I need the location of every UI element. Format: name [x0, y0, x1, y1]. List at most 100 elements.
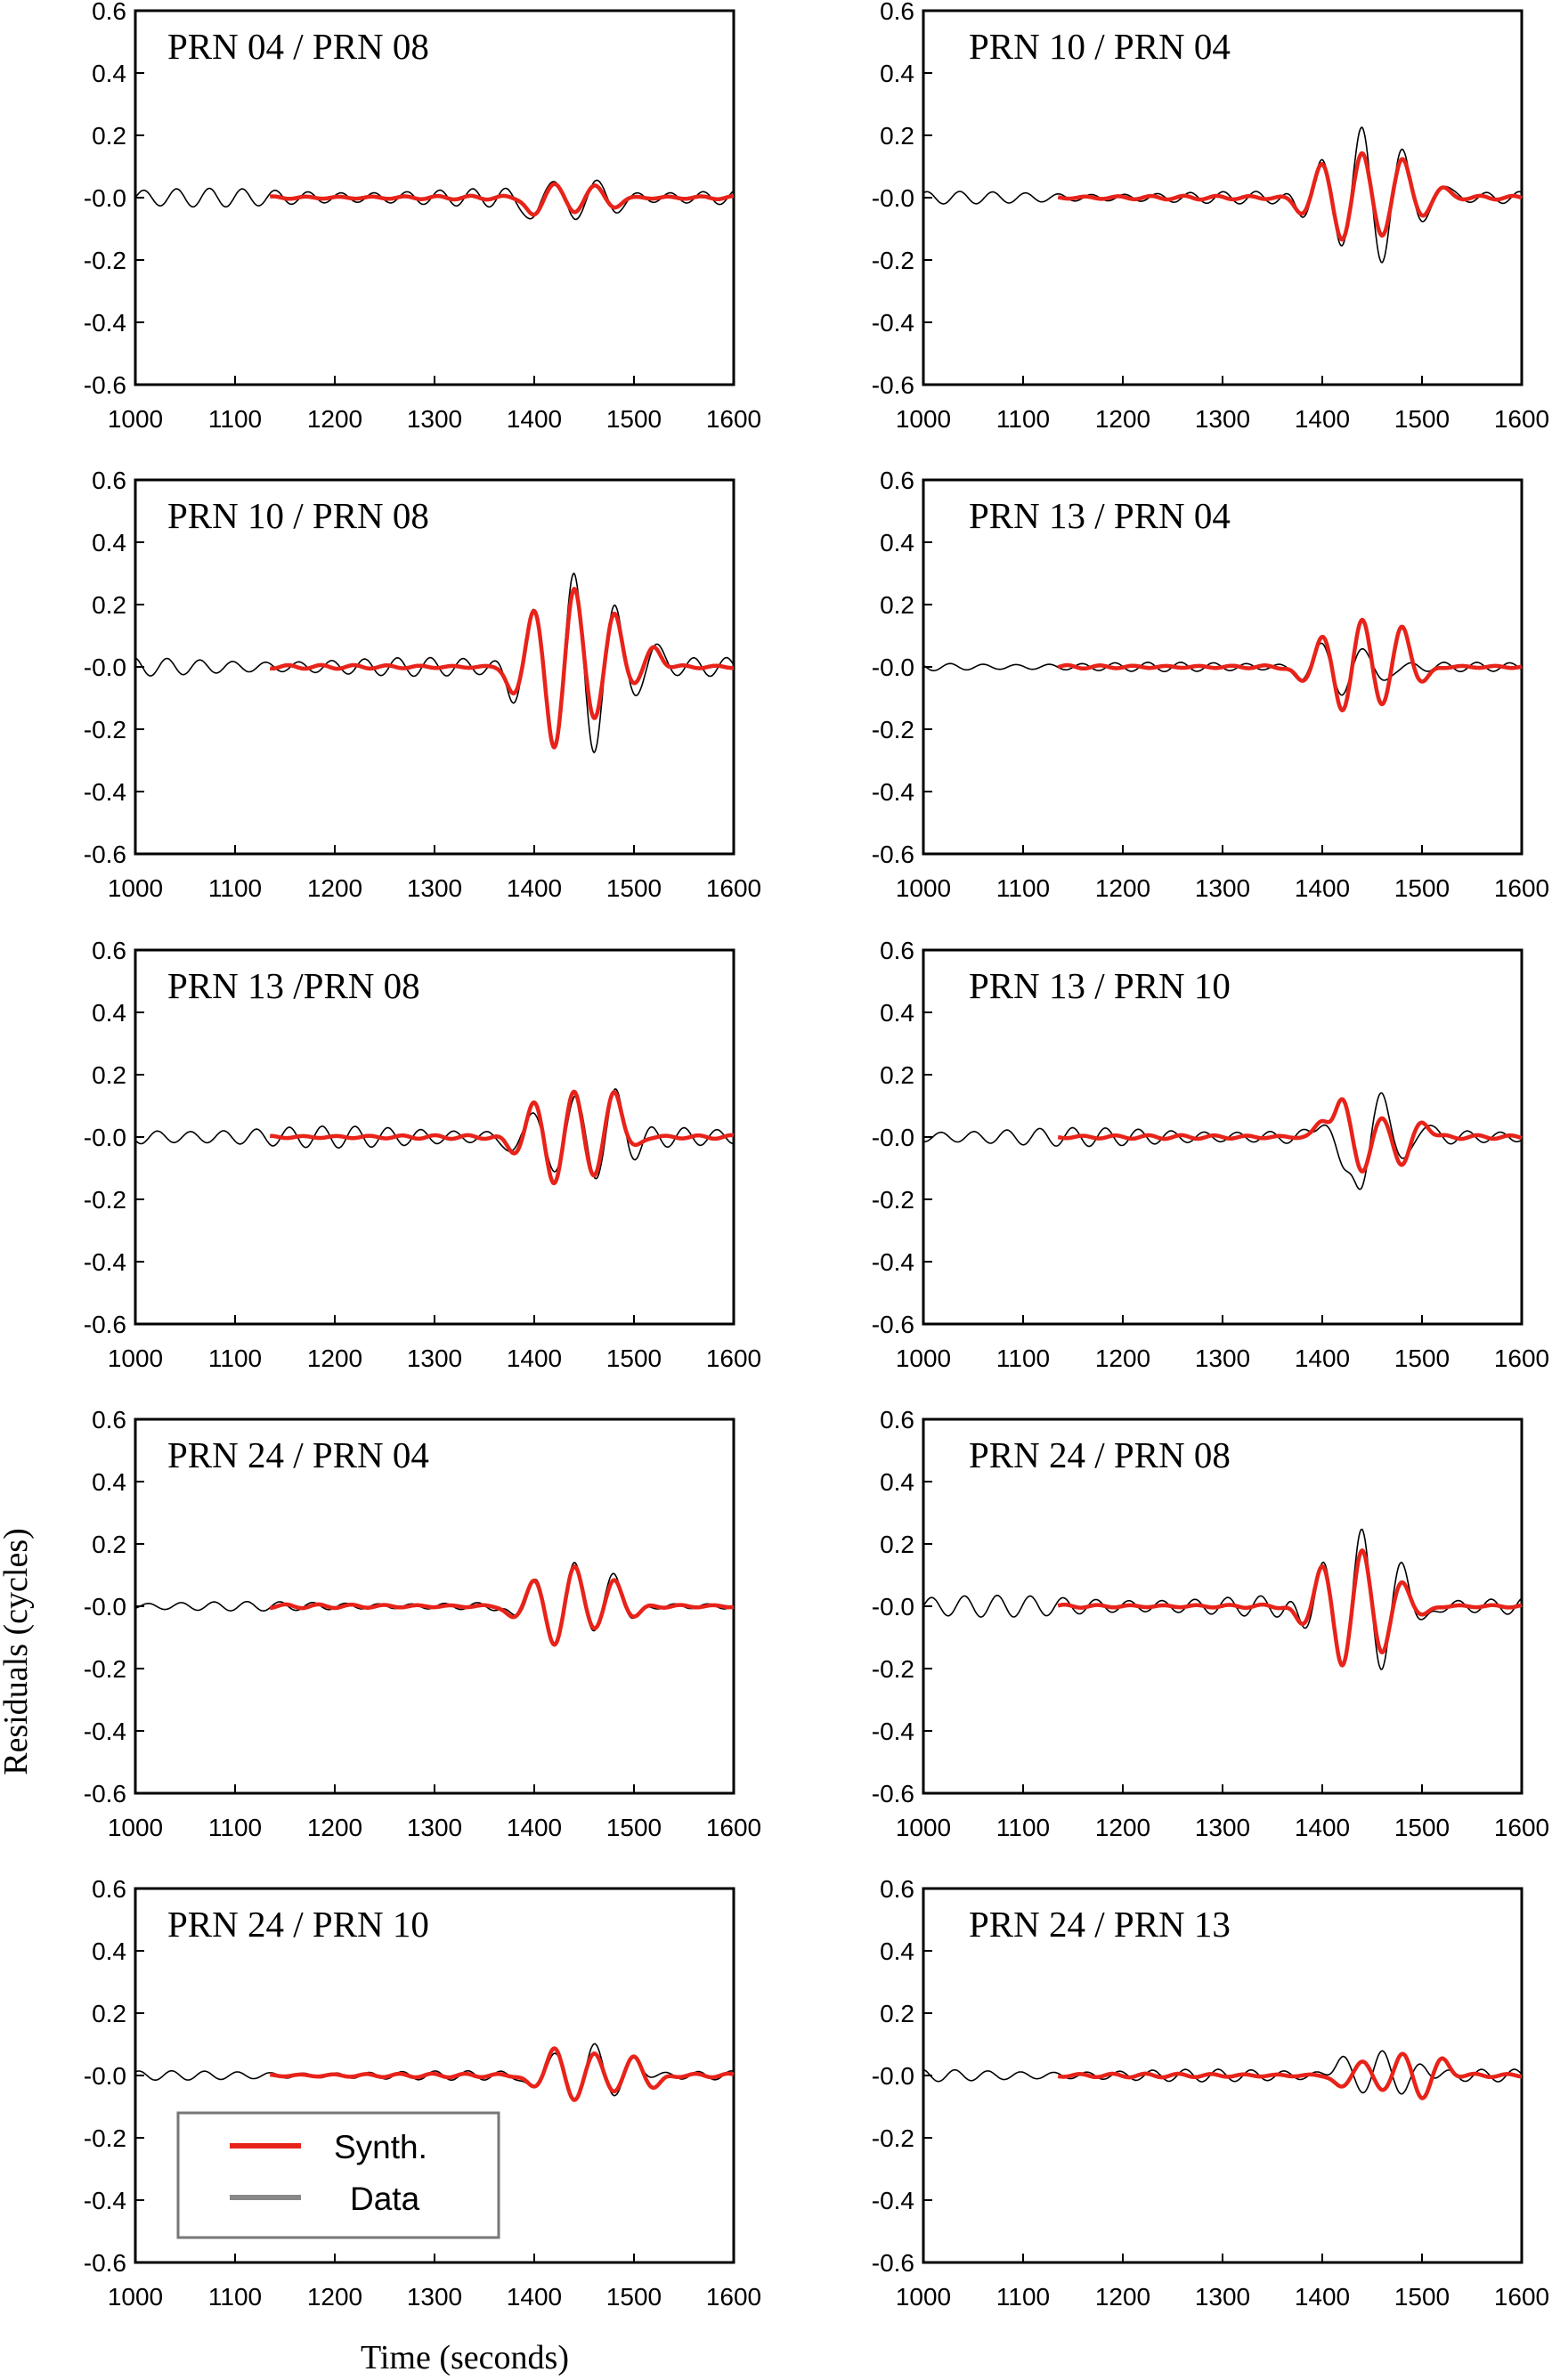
x-tick-label: 1000	[108, 874, 163, 902]
panel-grid: 0.6 0.4 0.2 -0.0 -0.2 -0.4 -0.6 1000 1100 1200 130…	[84, 0, 1549, 2311]
x-tick-label: 1300	[407, 2283, 462, 2311]
y-tick-label: 0.2	[880, 2000, 914, 2027]
synth-series-line	[269, 1089, 735, 1186]
x-tick-label: 1200	[1095, 2283, 1150, 2311]
x-tick-label: 1100	[208, 405, 262, 433]
x-tick-label: 1500	[606, 1814, 662, 1841]
y-tick-label: -0.2	[84, 247, 126, 274]
x-tick-label: 1300	[407, 1344, 462, 1372]
y-tick-label: -0.6	[84, 841, 126, 868]
x-tick-label: 1400	[1295, 2283, 1350, 2311]
x-tick-label: 1500	[1394, 2283, 1450, 2311]
x-tick-label: 1200	[307, 1344, 362, 1372]
synth-series-line	[1057, 150, 1524, 242]
synth-series-line	[1057, 617, 1524, 713]
panel: 0.6 0.4 0.2 -0.0 -0.2 -0.4 -0.6 1000 1100 1200 130…	[84, 1406, 761, 1841]
data-series-line	[922, 126, 1523, 264]
x-tick-label: 1200	[1095, 1344, 1150, 1372]
x-tick-label: 1200	[1095, 874, 1150, 902]
y-tick-label: -0.4	[84, 2187, 126, 2214]
y-tick-label: -0.2	[84, 2124, 126, 2152]
y-tick-label: 0.2	[92, 1061, 126, 1089]
y-tick-label: 0.4	[92, 999, 126, 1027]
x-tick-label: 1600	[1494, 405, 1549, 433]
x-tick-label: 1300	[1195, 1814, 1250, 1841]
x-tick-label: 1100	[996, 874, 1050, 902]
y-tick-label: -0.4	[84, 1718, 126, 1745]
y-tick-label: 0.4	[92, 529, 126, 556]
legend-synth-label: Synth.	[334, 2129, 427, 2165]
panel: 0.6 0.4 0.2 -0.0 -0.2 -0.4 -0.6 1000 1100 1200 130…	[872, 937, 1549, 1372]
x-tick-label: 1200	[307, 1814, 362, 1841]
y-tick-label: 0.6	[92, 937, 126, 964]
synth-series-line	[269, 1564, 735, 1647]
y-tick-label: 0.2	[880, 1531, 914, 1558]
x-tick-label: 1400	[507, 1814, 562, 1841]
y-tick-label: -0.0	[872, 2062, 914, 2090]
y-tick-label: -0.0	[872, 1124, 914, 1151]
data-series-line	[134, 179, 735, 221]
y-tick-label: -0.0	[84, 1593, 126, 1621]
y-tick-label: 0.6	[880, 1875, 914, 1903]
y-tick-label: -0.4	[872, 1718, 914, 1745]
x-tick-label: 1100	[996, 1344, 1050, 1372]
y-tick-label: 0.2	[880, 591, 914, 619]
x-tick-label: 1300	[1195, 1344, 1250, 1372]
y-tick-label: 0.2	[92, 2000, 126, 2027]
panel-title: PRN 13 / PRN 10	[969, 965, 1231, 1006]
panel: 0.6 0.4 0.2 -0.0 -0.2 -0.4 -0.6 1000 1100 1200 130…	[84, 0, 761, 433]
x-axis-label: Time (seconds)	[361, 2339, 569, 2376]
y-tick-label: -0.2	[84, 716, 126, 743]
x-tick-label: 1300	[407, 405, 462, 433]
x-tick-label: 1500	[606, 874, 662, 902]
x-tick-label: 1600	[706, 1814, 761, 1841]
panel: 0.6 0.4 0.2 -0.0 -0.2 -0.4 -0.6 1000 1100 1200 130…	[84, 467, 761, 902]
x-tick-label: 1400	[1295, 1344, 1350, 1372]
x-tick-label: 1200	[307, 405, 362, 433]
x-tick-label: 1200	[307, 2283, 362, 2311]
x-tick-label: 1200	[1095, 1814, 1150, 1841]
data-series-line	[134, 1088, 734, 1180]
y-tick-label: 0.2	[880, 122, 914, 150]
synth-series-line	[269, 182, 735, 217]
y-tick-label: -0.6	[84, 1311, 126, 1338]
y-tick-label: -0.4	[84, 309, 126, 337]
y-axis-label: Residuals (cycles)	[0, 1528, 35, 1775]
legend: Synth. Data	[176, 2111, 500, 2239]
x-tick-label: 1000	[896, 1814, 951, 1841]
x-tick-label: 1100	[996, 405, 1050, 433]
x-tick-label: 1600	[706, 874, 761, 902]
y-tick-label: -0.0	[84, 184, 126, 212]
y-tick-label: -0.0	[872, 654, 914, 681]
synth-series-line	[269, 587, 735, 750]
panel-title: PRN 10 / PRN 08	[167, 495, 429, 536]
y-tick-label: 0.6	[880, 937, 914, 964]
data-series-line	[922, 1528, 1523, 1670]
panel: 0.6 0.4 0.2 -0.0 -0.2 -0.4 -0.6 1000 1100 1200 130…	[872, 1406, 1549, 1841]
x-tick-label: 1000	[108, 1344, 163, 1372]
x-tick-label: 1000	[896, 2283, 951, 2311]
y-tick-label: 0.2	[92, 591, 126, 619]
y-tick-label: -0.2	[872, 1186, 914, 1214]
data-series-line	[134, 572, 735, 754]
y-tick-label: -0.6	[84, 1780, 126, 1807]
y-tick-label: -0.6	[872, 2249, 914, 2277]
y-tick-label: 0.4	[880, 999, 914, 1027]
y-tick-label: 0.4	[92, 1937, 126, 1965]
y-tick-label: 0.6	[92, 467, 126, 494]
x-tick-label: 1100	[208, 2283, 262, 2311]
panel: 0.6 0.4 0.2 -0.0 -0.2 -0.4 -0.6 1000 1100 1200 130…	[84, 1875, 761, 2311]
y-tick-label: -0.6	[872, 841, 914, 868]
y-tick-label: -0.4	[872, 778, 914, 806]
x-tick-label: 1400	[507, 874, 562, 902]
y-tick-label: -0.4	[84, 778, 126, 806]
y-tick-label: 0.2	[880, 1061, 914, 1089]
panel: 0.6 0.4 0.2 -0.0 -0.2 -0.4 -0.6 1000 1100 1200 130…	[84, 937, 761, 1372]
x-tick-label: 1500	[606, 1344, 662, 1372]
synth-series-line	[269, 2046, 735, 2102]
x-tick-label: 1400	[507, 405, 562, 433]
legend-data-label: Data	[350, 2181, 420, 2217]
x-tick-label: 1500	[1394, 874, 1450, 902]
y-tick-label: -0.0	[84, 1124, 126, 1151]
x-tick-label: 1500	[606, 405, 662, 433]
